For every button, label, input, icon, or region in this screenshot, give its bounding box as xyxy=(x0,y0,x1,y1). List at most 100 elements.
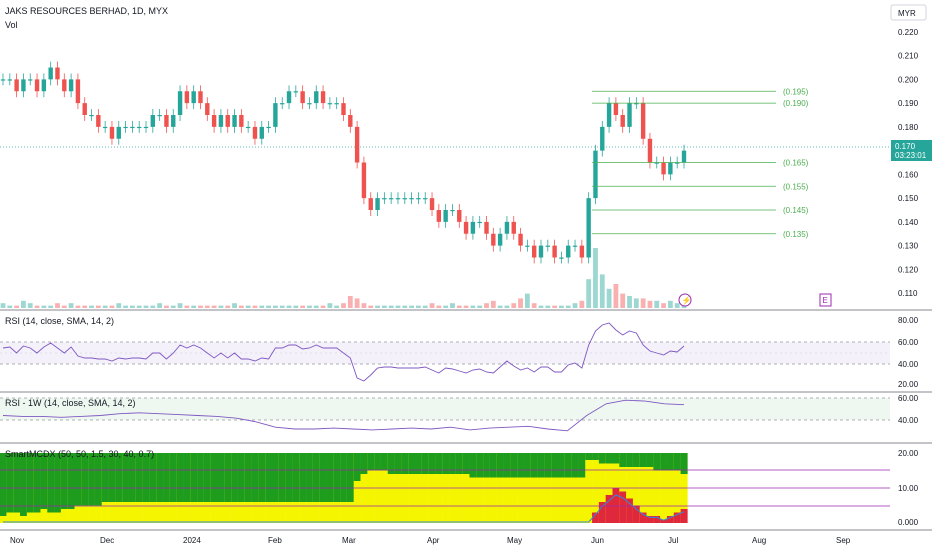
mcdx-green-bar xyxy=(592,453,600,460)
volume-bar xyxy=(41,305,47,308)
volume-bar xyxy=(232,303,237,308)
candle-body xyxy=(286,91,292,104)
mcdx-green-bar xyxy=(360,453,368,474)
volume-bar xyxy=(21,300,26,308)
lightning-icon-glyph: ⚡ xyxy=(682,295,692,305)
candle-body xyxy=(239,115,244,127)
volume-bar xyxy=(606,288,612,308)
volume-bar xyxy=(402,305,408,308)
candle-body xyxy=(497,233,503,246)
candle-body xyxy=(28,79,33,81)
mcdx-red-bar xyxy=(646,516,654,523)
mcdx-green-bar xyxy=(244,453,252,502)
candle-body xyxy=(654,162,659,164)
volume-bar xyxy=(327,303,333,308)
candle-body xyxy=(375,198,380,210)
volume-bar xyxy=(279,305,285,308)
rsi-weekly-tick: 40.00 xyxy=(898,416,919,425)
mcdx-green-bar xyxy=(585,453,593,460)
mcdx-green-bar xyxy=(469,453,477,478)
volume-bar xyxy=(7,305,13,308)
candle-body xyxy=(75,79,81,104)
mcdx-green-bar xyxy=(680,453,688,474)
mcdx-red-bar xyxy=(660,519,668,523)
candle-body xyxy=(484,221,489,234)
candle-body xyxy=(109,126,115,139)
volume-bar xyxy=(416,305,421,308)
rsi-tick: 40.00 xyxy=(898,360,919,369)
mcdx-green-bar xyxy=(503,453,511,478)
candle-body xyxy=(48,67,53,80)
volume-bar xyxy=(184,305,190,308)
candle-body xyxy=(55,67,60,80)
mcdx-green-bar xyxy=(176,453,184,502)
mcdx-green-bar xyxy=(401,453,409,474)
candle-body xyxy=(273,103,278,127)
volume-bar xyxy=(14,305,20,308)
mcdx-green-bar xyxy=(387,453,395,474)
time-axis-label: Dec xyxy=(100,536,114,545)
volume-bar xyxy=(667,300,673,308)
volume-bar xyxy=(27,303,33,308)
candle-body xyxy=(341,103,346,115)
mcdx-green-bar xyxy=(169,453,177,502)
mcdx-green-bar xyxy=(462,453,470,474)
volume-bar xyxy=(307,305,312,308)
volume-bar xyxy=(422,305,428,308)
mcdx-green-bar xyxy=(408,453,416,474)
volume-bar xyxy=(674,303,680,308)
time-axis-label: 2024 xyxy=(183,536,201,545)
candle-body xyxy=(354,126,360,163)
candle-body xyxy=(613,103,619,115)
mcdx-green-bar xyxy=(639,453,647,467)
mcdx-green-bar xyxy=(115,453,123,502)
mcdx-green-bar xyxy=(217,453,225,502)
mcdx-green-bar xyxy=(210,453,218,502)
mcdx-green-bar xyxy=(483,453,491,478)
volume-bar xyxy=(456,305,462,308)
volume-bar xyxy=(436,305,442,308)
volume-bar xyxy=(75,305,81,308)
volume-bar xyxy=(477,305,483,308)
mcdx-green-bar xyxy=(666,453,674,471)
mcdx-green-bar xyxy=(537,453,545,478)
candle-body xyxy=(232,115,237,127)
fib-label: (0.190) xyxy=(783,99,809,108)
mcdx-green-bar xyxy=(60,453,68,509)
price-tick-label: 0.150 xyxy=(898,194,919,203)
lightning-icon[interactable] xyxy=(678,293,692,307)
mcdx-green-bar xyxy=(476,453,484,478)
volume-bar xyxy=(61,305,67,308)
mcdx-tick: 20.00 xyxy=(898,449,919,458)
candle-body xyxy=(314,91,319,104)
candle-body xyxy=(68,79,74,92)
earnings-marker[interactable] xyxy=(819,293,832,307)
volume-bar xyxy=(552,305,558,308)
mcdx-red-bar xyxy=(626,498,634,523)
volume-bar xyxy=(211,305,217,308)
candle-body xyxy=(300,91,305,104)
mcdx-green-bar xyxy=(374,453,382,471)
mcdx-green-bar xyxy=(101,453,109,502)
time-axis-label: Apr xyxy=(427,536,440,545)
volume-bar xyxy=(395,305,401,308)
candle-body xyxy=(640,103,646,139)
volume-bar xyxy=(293,305,299,308)
candle-body xyxy=(627,103,632,127)
currency-button[interactable] xyxy=(890,4,927,21)
mcdx-green-bar xyxy=(598,453,606,464)
volume-bar xyxy=(545,305,551,308)
volume-bar xyxy=(661,303,666,308)
volume-bar xyxy=(177,303,183,308)
candle-body xyxy=(177,91,183,115)
candle-body xyxy=(137,126,142,129)
candle-body xyxy=(225,115,230,127)
mcdx-green-bar xyxy=(128,453,136,502)
candle-body xyxy=(143,126,149,129)
mcdx-tick: 10.00 xyxy=(898,484,919,493)
mcdx-green-bar xyxy=(646,453,654,467)
volume-bar xyxy=(0,303,6,308)
mcdx-green-bar xyxy=(149,453,157,502)
candle-body xyxy=(620,115,625,127)
